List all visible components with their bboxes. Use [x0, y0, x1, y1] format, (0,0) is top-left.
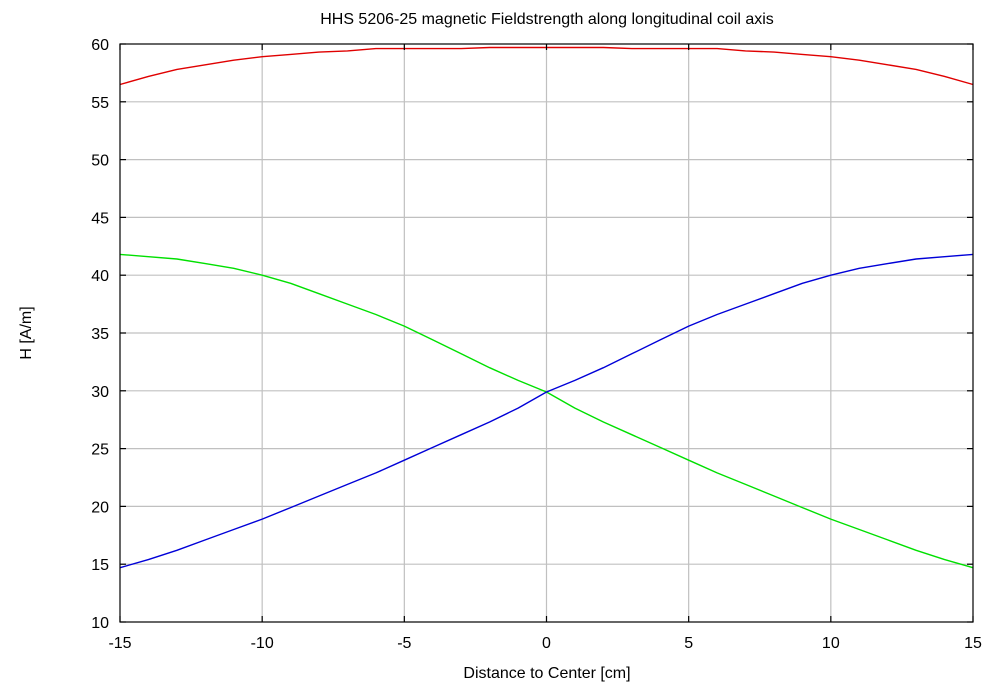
- x-tick-label: -5: [397, 635, 411, 652]
- y-tick-label: 15: [91, 557, 109, 574]
- y-tick-label: 60: [91, 37, 109, 54]
- axis-ticks: -15 -10 -5 0 5 10 15 10 15 20 25 30 35 40 45 50 55 60: [91, 37, 982, 652]
- x-tick-label: -10: [251, 635, 274, 652]
- y-tick-label: 35: [91, 326, 109, 343]
- y-axis-title: H [A/m]: [18, 306, 35, 359]
- grid: [120, 44, 973, 622]
- chart-title: HHS 5206-25 magnetic Fieldstrength along…: [320, 11, 774, 28]
- x-tick-label: 0: [542, 635, 551, 652]
- x-tick-label: -15: [108, 635, 131, 652]
- x-axis-title: Distance to Center [cm]: [463, 665, 630, 682]
- y-tick-label: 50: [91, 153, 109, 170]
- x-tick-label: 5: [684, 635, 693, 652]
- y-tick-label: 20: [91, 499, 109, 516]
- y-tick-label: 25: [91, 442, 109, 459]
- y-tick-label: 40: [91, 268, 109, 285]
- y-tick-label: 30: [91, 384, 109, 401]
- x-tick-label: 10: [822, 635, 840, 652]
- x-tick-label: 15: [964, 635, 982, 652]
- y-tick-label: 10: [91, 615, 109, 632]
- y-tick-label: 55: [91, 95, 109, 112]
- series-line-blue: [119, 253, 974, 569]
- y-tick-label: 45: [91, 210, 109, 227]
